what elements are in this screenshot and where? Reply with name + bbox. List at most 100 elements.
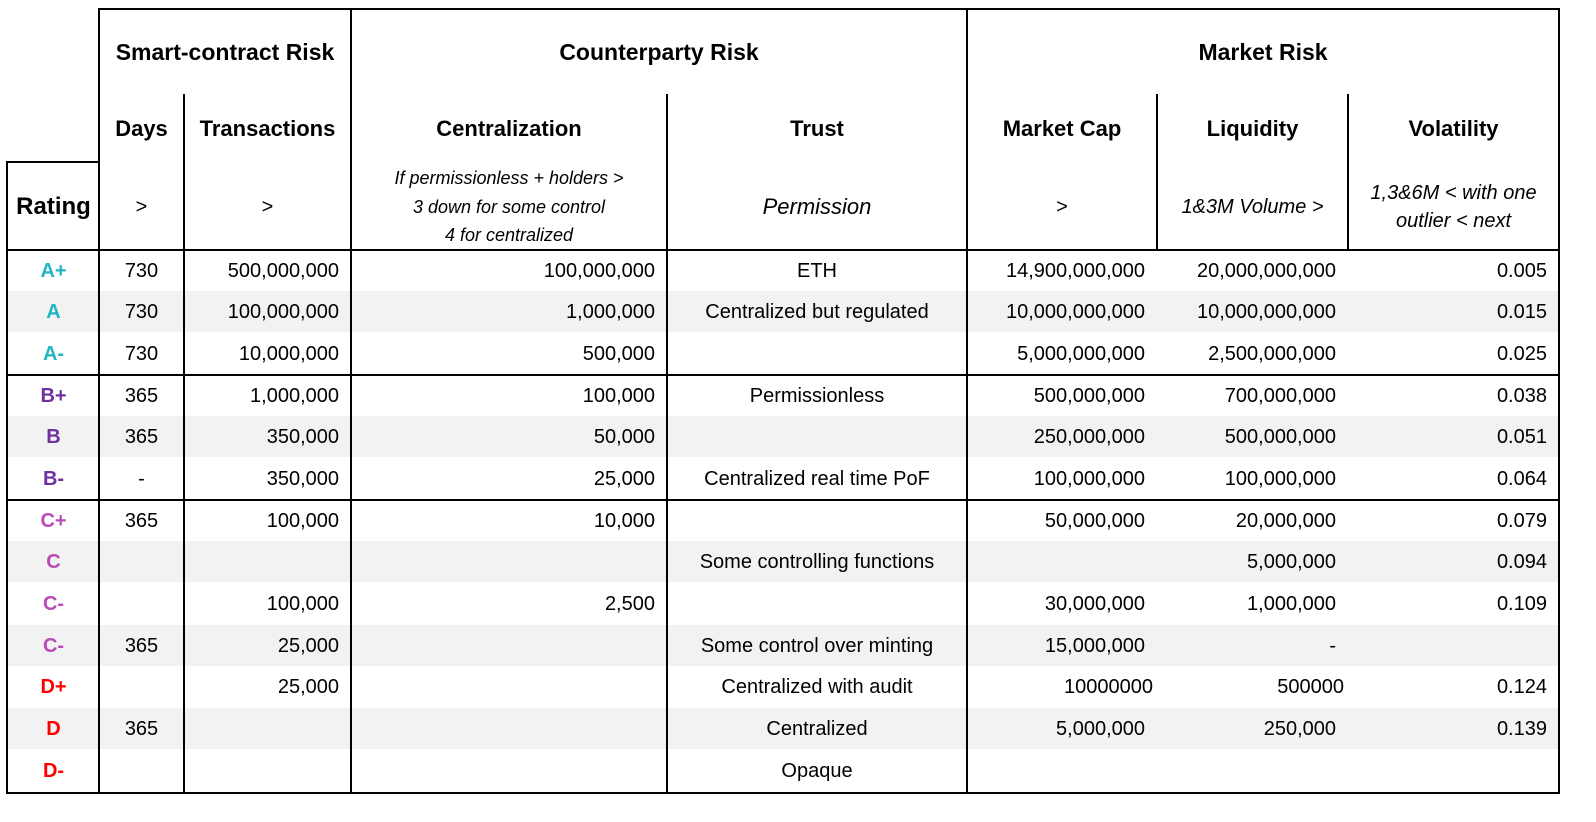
grid-line <box>1156 94 1158 250</box>
centralization-cell: 500,000 <box>582 342 655 365</box>
transactions-cell: 350,000 <box>266 467 339 490</box>
days-cell: 365 <box>124 509 159 532</box>
centralization-cell: 50,000 <box>593 425 655 448</box>
rating-cell: A <box>46 300 61 323</box>
rating-cell: D+ <box>40 675 67 698</box>
liquidity-cell: 700,000,000 <box>1224 384 1336 407</box>
market-cap-cell: 100,000,000 <box>1033 467 1145 490</box>
days-cell: - <box>138 467 145 490</box>
grid-line <box>6 374 1560 376</box>
market-cap-cell: 10000000 <box>1064 675 1153 698</box>
centralization-cell: 10,000 <box>593 509 655 532</box>
centralization-cell <box>351 666 667 708</box>
transactions-cell: 10,000,000 <box>238 342 339 365</box>
liquidity-cell: 20,000,000 <box>1235 509 1336 532</box>
grid-line <box>98 8 100 794</box>
transactions-cell: 100,000 <box>266 592 339 615</box>
row-band <box>8 625 1560 666</box>
volatility-cell: 0.005 <box>1496 259 1547 282</box>
centralization-cell <box>351 750 667 792</box>
days-cell: 730 <box>124 259 159 282</box>
market-cap-cell: 14,900,000,000 <box>1005 259 1145 282</box>
grid-line <box>350 8 352 794</box>
liquidity-cell: 20,000,000,000 <box>1196 259 1336 282</box>
grid-line <box>666 94 668 794</box>
grid-line <box>6 161 8 794</box>
liquidity-cell <box>1157 750 1348 792</box>
volatility-cell: 0.139 <box>1496 717 1547 740</box>
volatility-cell: 0.015 <box>1496 300 1547 323</box>
volatility-cell: 0.051 <box>1496 425 1547 448</box>
centralization-cell: 100,000,000 <box>543 259 655 282</box>
centralization-cell: 1,000,000 <box>566 300 655 323</box>
trust-cell: Some control over minting <box>700 634 934 657</box>
market-cap-cell: 50,000,000 <box>1044 509 1145 532</box>
trust-cell <box>667 500 967 542</box>
centralization-cell: 2,500 <box>604 592 655 615</box>
volatility-cell: 0.025 <box>1496 342 1547 365</box>
row-band <box>8 708 1560 749</box>
volatility-cell: 0.079 <box>1496 509 1547 532</box>
trust-cell <box>667 583 967 625</box>
market-cap-cell: 500,000,000 <box>1033 384 1145 407</box>
volatility-cell <box>1348 750 1559 792</box>
row-band <box>8 541 1560 582</box>
grid-line <box>6 792 1560 794</box>
volatility-cell: 0.124 <box>1496 675 1547 698</box>
volatility-cell <box>1348 625 1559 667</box>
trust-cell: Centralized <box>766 717 868 740</box>
market-cap-cell <box>967 541 1157 583</box>
market-cap-cell <box>967 750 1157 792</box>
transactions-cell: 100,000,000 <box>227 300 339 323</box>
transactions-cell <box>184 708 351 750</box>
trust-cell <box>667 333 967 375</box>
liquidity-cell: 10,000,000,000 <box>1196 300 1336 323</box>
rating-cell: A+ <box>40 259 67 282</box>
grid-line <box>6 249 1560 251</box>
centralization-cell: 25,000 <box>593 467 655 490</box>
volatility-cell: 0.064 <box>1496 467 1547 490</box>
rating-cell: C <box>46 550 61 573</box>
rating-cell: B <box>46 425 61 448</box>
transactions-cell: 25,000 <box>277 675 339 698</box>
transactions-cell <box>184 750 351 792</box>
criteria-centralization: If permissionless + holders > 3 down for… <box>394 167 624 246</box>
liquidity-cell: 500000 <box>1277 675 1344 698</box>
liquidity-cell: 5,000,000 <box>1247 550 1336 573</box>
group-header-smart-contract: Smart-contract Risk <box>115 38 335 65</box>
trust-cell: ETH <box>797 259 837 282</box>
days-cell: 365 <box>124 384 159 407</box>
days-cell: 365 <box>124 717 159 740</box>
transactions-cell: 350,000 <box>266 425 339 448</box>
days-cell: 365 <box>124 634 159 657</box>
rating-cell: C+ <box>40 509 67 532</box>
trust-cell: Some controlling functions <box>699 550 935 573</box>
criteria-volatility: 1,3&6M < with one outlier < next <box>1370 182 1537 232</box>
centralization-cell <box>351 625 667 667</box>
column-header-transactions: Transactions <box>199 116 336 141</box>
days-cell <box>99 583 184 625</box>
rating-cell: D- <box>42 759 65 782</box>
days-cell <box>99 750 184 792</box>
trust-cell: Centralized but regulated <box>705 300 929 323</box>
trust-cell: Centralized with audit <box>721 675 913 698</box>
column-header-liquidity: Liquidity <box>1206 116 1299 141</box>
group-header-counterparty: Counterparty Risk <box>559 38 759 65</box>
grid-line <box>183 94 185 794</box>
grid-line <box>966 8 968 794</box>
trust-cell: Permissionless <box>749 384 885 407</box>
row-band <box>8 416 1560 457</box>
column-header-trust: Trust <box>790 116 844 141</box>
market-cap-cell: 250,000,000 <box>1033 425 1145 448</box>
criteria-days: > <box>135 195 148 218</box>
market-cap-cell: 30,000,000 <box>1044 592 1145 615</box>
volatility-cell: 0.109 <box>1496 592 1547 615</box>
trust-cell: Opaque <box>781 759 853 782</box>
market-cap-cell: 10,000,000,000 <box>1005 300 1145 323</box>
transactions-cell: 500,000,000 <box>227 259 339 282</box>
volatility-cell: 0.038 <box>1496 384 1547 407</box>
column-header-market-cap: Market Cap <box>1002 116 1122 141</box>
centralization-cell: 100,000 <box>582 384 655 407</box>
rating-cell: A- <box>42 342 65 365</box>
